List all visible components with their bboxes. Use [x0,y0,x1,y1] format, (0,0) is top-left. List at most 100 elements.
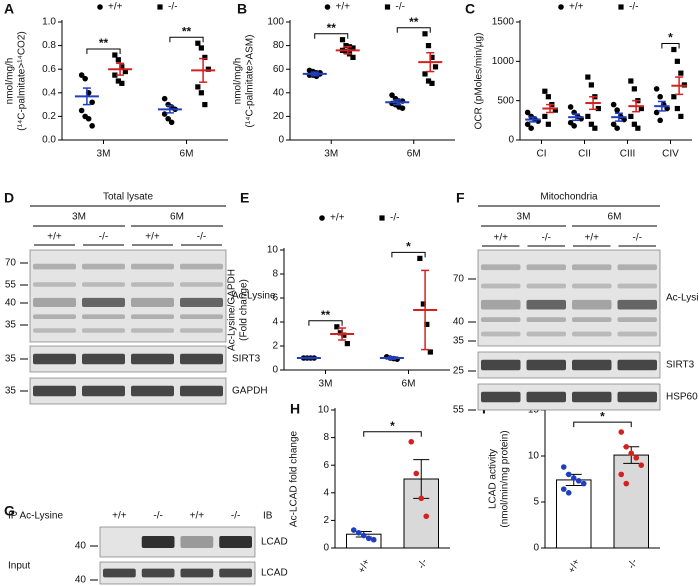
band [526,299,566,310]
x-tick-label: 3M [324,149,338,160]
lane-label: +/+ [190,511,205,522]
x-tick-label: +/+ [566,557,582,575]
point [424,321,430,327]
point [399,105,406,111]
point [339,37,346,43]
point [422,71,428,77]
point [623,480,630,487]
band [82,297,125,308]
band [82,328,125,333]
point [119,80,125,86]
significance-bracket [573,421,632,428]
point [85,115,92,122]
y-axis-label: nmol/mg/h [233,58,244,105]
point [413,470,420,477]
band [572,299,612,310]
point [343,48,349,55]
blot [29,249,227,343]
x-tick-label: -/- [626,557,640,570]
point [618,4,624,10]
point [585,113,591,119]
y-tick-label: 100 [267,17,284,28]
band [572,317,612,322]
band [180,297,223,308]
band [33,328,76,333]
point [319,215,325,221]
point [610,121,617,128]
band [33,314,76,319]
lane-label: -/- [231,511,240,522]
band [526,359,566,371]
point [422,31,428,37]
band [180,385,223,397]
band [617,299,657,310]
band [141,568,175,578]
point [585,74,591,80]
point [341,332,347,338]
point [423,513,430,520]
band [131,263,174,270]
band [82,385,125,397]
lane-label: -/- [542,233,551,244]
band [131,297,174,308]
y-tick-label: 1500 [492,17,515,28]
y-tick-label: 8 [323,432,329,443]
band [131,328,174,333]
point [408,438,415,445]
band [180,328,223,333]
point [528,125,534,131]
point [678,113,684,119]
band [219,536,252,548]
mw-marker: 55 [5,280,17,291]
panel-letter: F [456,190,465,206]
point [355,530,362,536]
y-axis-label: Ac-Lysine/GAPDH [227,269,238,351]
mw-marker: 35 [5,354,17,365]
lane-label: +/+ [494,233,509,244]
point [202,102,208,108]
band [141,536,175,548]
ib-label: IB [263,511,273,522]
point [384,4,391,10]
row-label: LCAD [261,568,288,579]
point [618,429,625,435]
y-tick-label: 0.4 [42,87,56,98]
bar [613,454,649,549]
band [617,331,657,337]
point [674,58,680,64]
section-label: Input [8,561,30,572]
band [131,353,174,365]
point [78,72,85,78]
band [617,317,657,322]
point [614,107,620,113]
point [417,255,423,261]
blot-header: Mitochondria [540,192,598,203]
point [370,536,377,543]
point [119,64,125,70]
band [526,331,566,337]
y-axis-label: LCAD activity [488,449,499,509]
significance-bracket [314,33,349,39]
lane-label: +/+ [112,511,127,522]
point [161,111,168,117]
significance-label: * [600,409,605,423]
point [344,341,350,347]
lane-label: +/+ [47,232,62,243]
y-tick-label: 0 [323,543,329,554]
group-label: 6M [170,212,184,223]
row-label: LCAD [261,537,288,548]
point [524,121,531,128]
lane-label: +/+ [585,233,600,244]
band [526,317,566,322]
x-tick-label: CIV [662,149,679,160]
point [429,80,435,86]
point [89,99,95,106]
point [112,72,118,78]
x-tick-label: 6M [402,379,416,390]
y-tick-label: 5 [533,497,539,508]
y-tick-label: 0.8 [42,40,56,51]
point [78,107,85,114]
x-tick-label: +/+ [356,557,372,575]
significance-label: * [390,419,395,433]
y-axis-label: Ac-LCAD fold change [289,430,300,527]
